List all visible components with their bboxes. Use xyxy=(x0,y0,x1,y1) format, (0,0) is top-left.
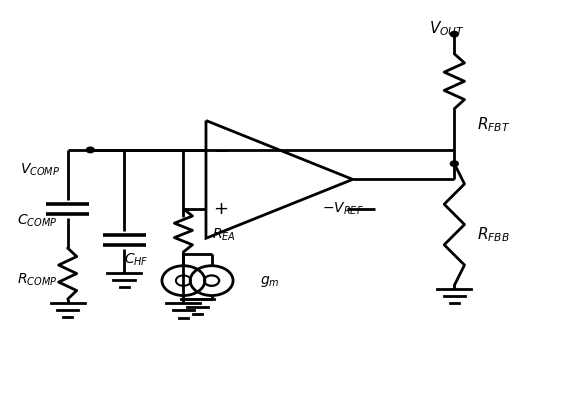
Text: $R_{FBT}$: $R_{FBT}$ xyxy=(477,115,510,134)
Text: $C_{HF}$: $C_{HF}$ xyxy=(124,252,149,268)
Text: $-$: $-$ xyxy=(213,141,227,159)
Text: $C_{COMP}$: $C_{COMP}$ xyxy=(17,213,57,229)
Circle shape xyxy=(160,265,206,297)
Text: $g_m$: $g_m$ xyxy=(259,274,279,289)
Text: $V_{OUT}$: $V_{OUT}$ xyxy=(429,20,465,38)
Text: $R_{COMP}$: $R_{COMP}$ xyxy=(17,271,57,288)
Text: $-V_{REF}$: $-V_{REF}$ xyxy=(321,201,364,217)
Text: $V_{COMP}$: $V_{COMP}$ xyxy=(20,161,60,178)
Text: $R_{FBB}$: $R_{FBB}$ xyxy=(477,225,510,244)
Text: $+$: $+$ xyxy=(213,200,227,218)
Circle shape xyxy=(86,147,94,153)
Circle shape xyxy=(450,161,458,166)
Text: $R_{EA}$: $R_{EA}$ xyxy=(211,226,235,242)
Circle shape xyxy=(450,31,458,37)
